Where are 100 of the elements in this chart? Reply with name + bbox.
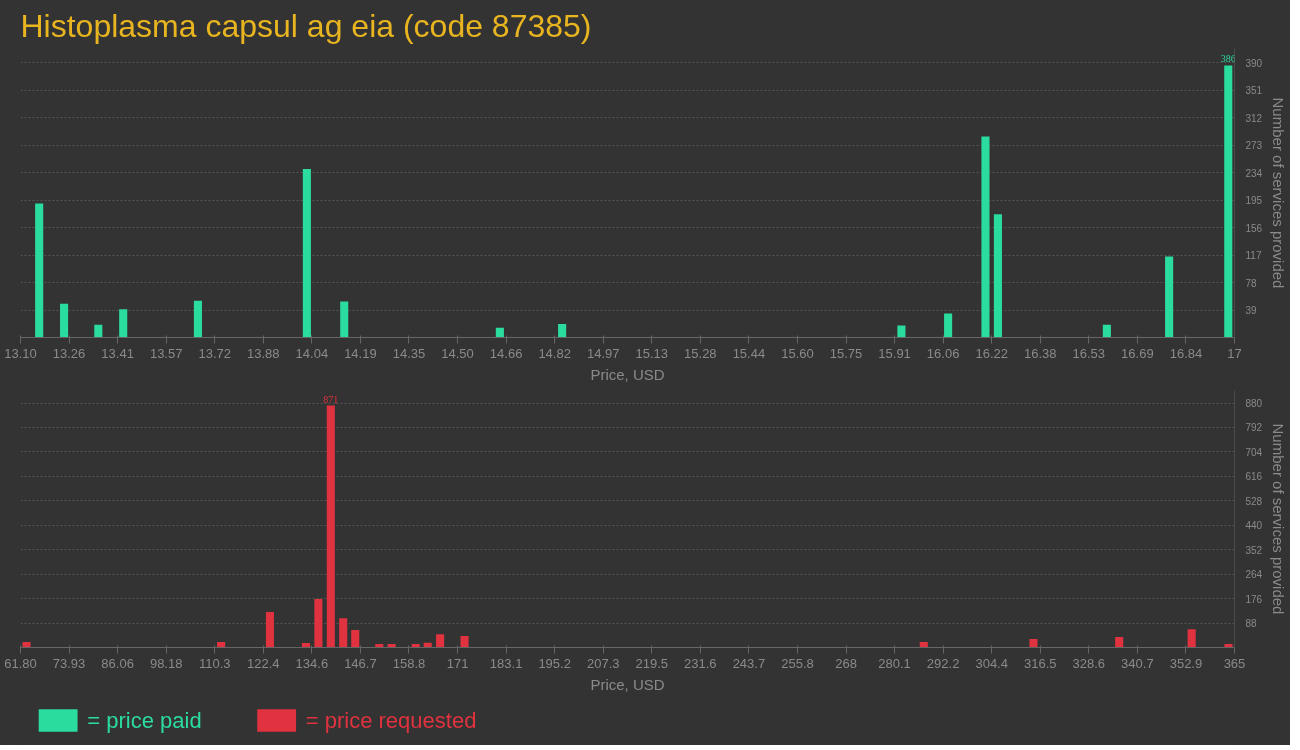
x-tick-label: 340.7 [1121, 655, 1154, 671]
legend-label: = price requested [305, 708, 477, 733]
bar [944, 313, 953, 338]
bar [351, 630, 360, 648]
x-axis-title: Price, USD [590, 365, 665, 383]
x-tick-label: 207.3 [586, 655, 620, 671]
bar [993, 214, 1002, 338]
y-tick-label: 117 [1245, 250, 1262, 262]
x-tick-label: 15.44 [732, 345, 766, 361]
y-tick-label: 234 [1245, 167, 1263, 179]
x-tick-label: 183.1 [489, 655, 523, 671]
x-tick-label: 13.72 [198, 345, 232, 361]
y-tick-label: 792 [1245, 422, 1263, 434]
y-tick-label: 704 [1245, 446, 1263, 458]
bar [119, 309, 128, 338]
x-tick-label: 13.57 [149, 345, 183, 361]
y-tick-label: 440 [1245, 520, 1263, 532]
bar [460, 636, 469, 648]
legend-label: = price paid [87, 708, 202, 733]
x-tick-label: 280.1 [878, 655, 911, 671]
y-tick-label: 528 [1245, 495, 1263, 507]
y-tick-label: 616 [1245, 471, 1263, 483]
x-tick-label: 16.22 [975, 345, 1008, 361]
y-tick-label: 39 [1245, 305, 1258, 317]
bar [436, 634, 445, 648]
bar [265, 611, 274, 648]
bar [339, 618, 348, 648]
bar [1115, 636, 1124, 648]
bar [193, 300, 202, 338]
x-tick-label: 146.7 [344, 655, 377, 671]
y-tick-label: 264 [1245, 569, 1263, 581]
x-tick-label: 15.75 [829, 345, 863, 361]
bar [1224, 643, 1233, 648]
y-tick-label: 880 [1245, 398, 1263, 409]
x-tick-label: 13.88 [247, 345, 280, 361]
x-tick-label: 14.82 [538, 345, 571, 361]
bar [1029, 638, 1038, 648]
x-axis-title: Price, USD [590, 675, 665, 693]
bar [326, 405, 335, 648]
y-tick-label: 351 [1245, 85, 1263, 97]
x-tick-label: 16.06 [926, 345, 960, 361]
y-tick-label: 390 [1245, 57, 1263, 69]
x-tick-label: 14.97 [586, 345, 620, 361]
y-tick-label: 352 [1245, 544, 1263, 556]
bar [1102, 324, 1111, 338]
x-tick-label: 13.10 [4, 345, 37, 361]
x-tick-label: 219.5 [635, 655, 669, 671]
bar [314, 598, 323, 648]
x-tick-label: 13.41 [101, 345, 134, 361]
chart-title: Histoplasma capsul ag eia (code 87385) [20, 7, 592, 44]
bar [1165, 256, 1174, 338]
x-tick-label: 134.6 [295, 655, 329, 671]
x-tick-label: 328.6 [1072, 655, 1106, 671]
data-label: 871 [323, 393, 339, 405]
bar [1224, 65, 1233, 338]
y-tick-label: 156 [1245, 222, 1263, 234]
x-tick-label: 14.35 [392, 345, 426, 361]
x-tick-label: 86.06 [101, 655, 134, 671]
y-tick-label: 88 [1245, 618, 1258, 630]
x-tick-label: 15.28 [684, 345, 717, 361]
x-tick-label: 15.13 [635, 345, 669, 361]
y-axis-title: Number of services provided [1270, 423, 1288, 615]
y-tick-label: 195 [1245, 195, 1263, 207]
x-tick-label: 122.4 [247, 655, 280, 671]
x-tick-label: 255.8 [781, 655, 814, 671]
x-tick-label: 110.3 [198, 655, 231, 671]
x-tick-label: 98.18 [149, 655, 183, 671]
bar [60, 303, 69, 338]
y-tick-label: 273 [1245, 140, 1263, 152]
bar [340, 301, 349, 338]
x-tick-label: 365 [1223, 655, 1246, 671]
x-tick-label: 14.66 [489, 345, 523, 361]
x-tick-label: 158.8 [392, 655, 426, 671]
bar [94, 324, 103, 338]
y-tick-label: 312 [1245, 112, 1263, 124]
x-tick-label: 16.69 [1121, 345, 1154, 361]
x-tick-label: 304.4 [975, 655, 1008, 671]
x-tick-label: 14.19 [344, 345, 377, 361]
x-tick-label: 17 [1227, 345, 1242, 361]
x-tick-label: 231.6 [684, 655, 717, 671]
x-tick-label: 16.84 [1169, 345, 1203, 361]
y-tick-label: 78 [1245, 277, 1258, 289]
x-tick-label: 15.91 [878, 345, 911, 361]
x-tick-label: 268 [835, 655, 857, 671]
x-tick-label: 73.93 [52, 655, 86, 671]
x-tick-label: 13.26 [52, 345, 86, 361]
bar [1187, 629, 1196, 648]
bar [558, 324, 567, 338]
bar [302, 169, 311, 338]
x-tick-label: 16.38 [1023, 345, 1057, 361]
bar [35, 203, 44, 338]
x-tick-label: 316.5 [1023, 655, 1057, 671]
bar [897, 325, 906, 338]
x-tick-label: 292.2 [926, 655, 960, 671]
x-tick-label: 195.2 [538, 655, 571, 671]
x-tick-label: 243.7 [732, 655, 766, 671]
x-tick-label: 14.04 [295, 345, 329, 361]
x-tick-label: 171 [446, 655, 469, 671]
x-tick-label: 352.9 [1169, 655, 1203, 671]
y-tick-label: 176 [1245, 593, 1263, 605]
